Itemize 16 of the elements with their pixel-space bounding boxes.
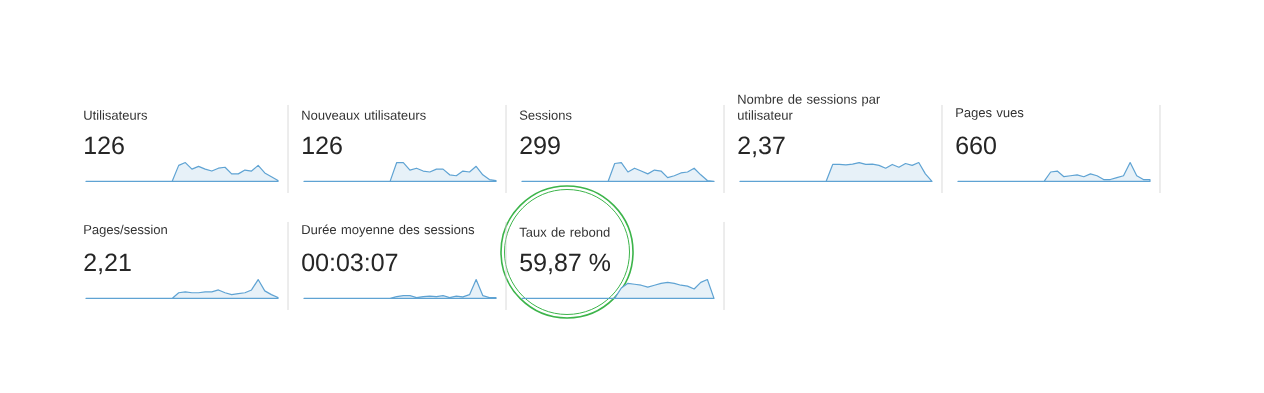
chart-title: Nombre de sessions par utilisateur [738, 94, 881, 120]
chart-title: Pages/session [84, 224, 167, 237]
chart-subtitle: 126 [85, 136, 124, 155]
chart-subtitle: 2,21 [84, 253, 131, 275]
chart-subtitle: 00:03:07 [302, 253, 398, 272]
chart-title: Sessions [519, 110, 572, 120]
chart-subtitle: 2,37 [738, 136, 785, 158]
chart-title: Pages vues [956, 108, 1024, 120]
chart-subtitle: 59,87 % [520, 253, 611, 275]
chart-subtitle: 299 [520, 136, 560, 155]
chart-title: Nouveaux utilisateurs [302, 110, 426, 120]
chart-title: Taux de rebond [519, 227, 610, 237]
chart-subtitle: 126 [303, 136, 342, 155]
chart-subtitle: 660 [956, 136, 996, 155]
chart-title: Utilisateurs [84, 110, 148, 120]
chart-title: Durée moyenne des sessions [302, 224, 475, 237]
